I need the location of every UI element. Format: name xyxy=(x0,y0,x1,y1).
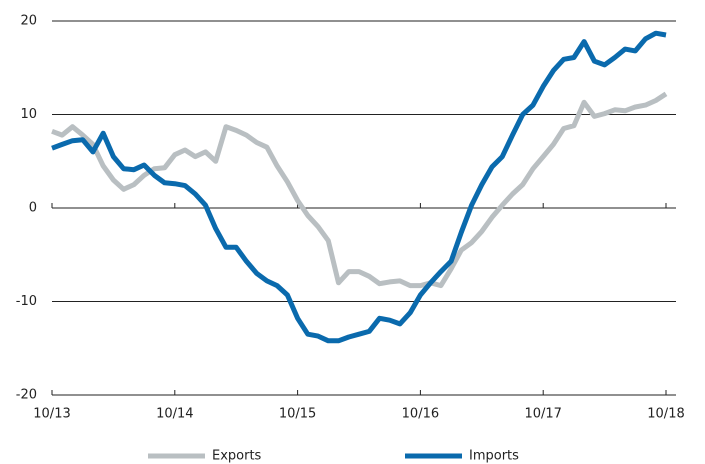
y-tick-label: 20 xyxy=(20,14,37,29)
legend-label: Exports xyxy=(212,449,262,464)
x-tick-label: 10/15 xyxy=(279,407,316,422)
line-series xyxy=(51,91,668,289)
x-tick-label: 10/16 xyxy=(402,407,439,422)
y-tick-label: -20 xyxy=(16,388,37,403)
x-tick-label: 10/13 xyxy=(33,407,70,422)
x-tick-label: 10/14 xyxy=(156,407,193,422)
y-tick-label: 0 xyxy=(29,201,37,216)
y-tick-label: -10 xyxy=(16,294,37,309)
x-tick-label: 10/18 xyxy=(647,407,684,422)
y-tick-label: 10 xyxy=(20,107,37,122)
x-tick-label: 10/17 xyxy=(524,407,561,422)
legend-label: Imports xyxy=(469,449,519,464)
line-series xyxy=(51,30,667,344)
